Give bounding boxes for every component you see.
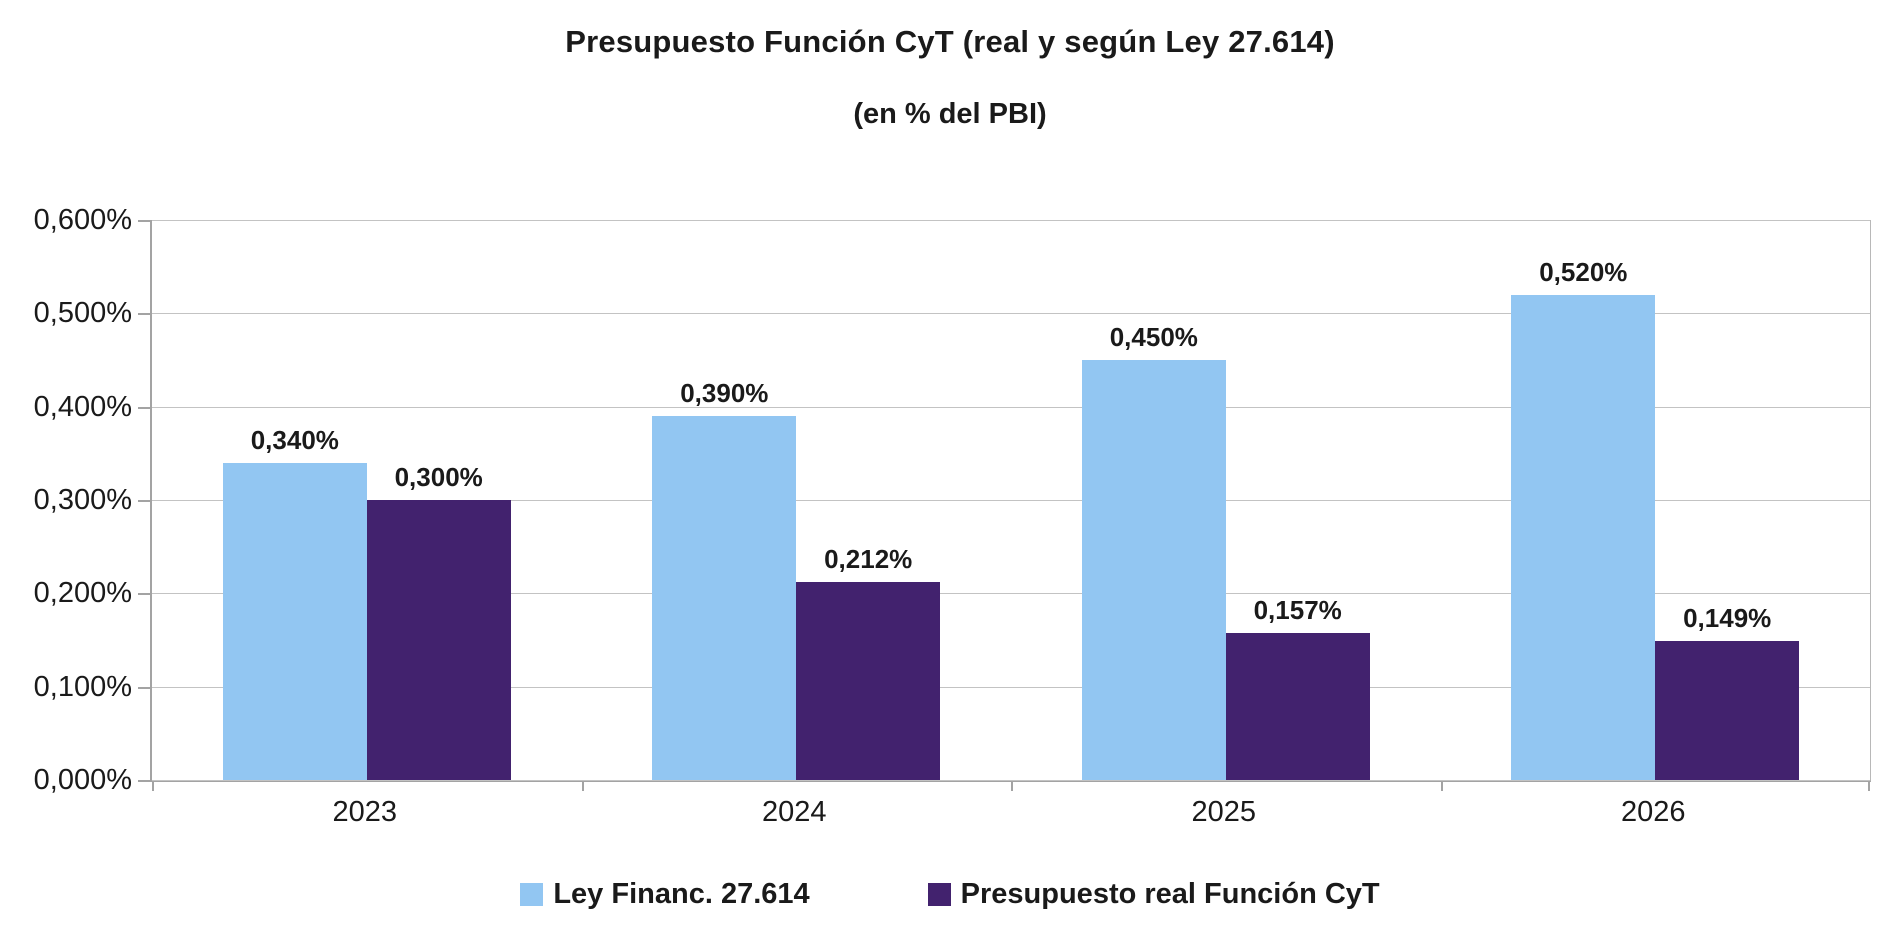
bar-group-2025: 0,450% 0,157% [1011,220,1441,780]
x-axis-tick [152,782,154,791]
bar-group-2026: 0,520% 0,149% [1441,220,1871,780]
bar-value-label: 0,520% [1539,256,1628,287]
bar-value-label: 0,149% [1683,602,1772,633]
y-axis-tick [138,500,150,502]
y-axis-label: 0,000% [33,764,132,796]
x-axis-label-2025: 2025 [1191,796,1256,828]
bar-groups: 0,340% 0,300% 0,390% 0,212% 0,450% 0,157% 0,52… [152,220,1870,780]
bar-value-label: 0,300% [394,462,483,492]
bar-value-label: 0,340% [250,424,339,455]
gridline [152,593,1870,594]
x-axis-labels: 2023 2024 2025 2026 [150,796,1868,829]
bar-series1-2026: 0,520% [1511,257,1656,780]
y-axis-tick [138,780,150,782]
bar-series1-2023: 0,340% [222,425,367,780]
legend-item-series2: Presupuesto real Función CyT [927,878,1380,911]
bar-series2-2024: 0,212% [796,544,941,780]
bar-series2-2025: 0,157% [1225,595,1370,780]
bar-value-label: 0,157% [1253,595,1342,626]
y-axis-tick [138,687,150,689]
bar-value-label: 0,450% [1109,322,1198,352]
legend-label-series1: Ley Financ. 27.614 [553,878,810,910]
x-axis-tick [581,782,584,791]
legend-swatch-series1-icon [520,883,544,906]
bar-series2-2026: 0,149% [1655,603,1800,780]
legend-swatch-series2-icon [927,883,951,906]
x-axis-tick [1440,782,1443,791]
y-axis-label: 0,500% [33,297,132,329]
x-axis-label-2024: 2024 [761,796,827,828]
bar-value-label: 0,212% [824,544,913,575]
legend: Ley Financ. 27.614 Presupuesto real Func… [0,878,1900,911]
chart-title: Presupuesto Función CyT (real y según Le… [565,24,1335,59]
legend-label-series2: Presupuesto real Función CyT [960,878,1380,910]
x-axis-label-2023: 2023 [332,796,397,828]
y-axis-label: 0,600% [33,204,132,236]
x-axis-tick [1011,782,1013,791]
bar-group-2023: 0,340% 0,300% [152,220,582,780]
gridline [152,780,1870,781]
y-axis-tick [138,220,150,222]
y-axis-tick [138,313,150,315]
y-axis-label: 0,400% [33,391,132,423]
bar-group-2024: 0,390% 0,212% [582,220,1012,780]
gridline [152,313,1870,314]
y-axis-label: 0,200% [33,577,132,609]
bar-value-label: 0,390% [680,378,769,408]
y-axis-tick [138,593,150,595]
chart-subtitle: (en % del PBI) [853,98,1047,130]
y-axis-tick [138,407,150,409]
bar-series1-2025: 0,450% [1081,322,1226,780]
gridline [152,500,1870,501]
x-axis-label-2026: 2026 [1620,796,1686,828]
legend-item-series1: Ley Financ. 27.614 [520,878,810,911]
gridline [152,687,1870,688]
bar-series1-2024: 0,390% [652,378,797,780]
y-axis-label: 0,100% [33,671,132,703]
y-axis-label: 0,300% [33,484,132,516]
gridline [152,407,1870,408]
gridline [152,220,1870,221]
x-axis-tick [1868,782,1870,791]
bar-series2-2023: 0,300% [366,462,511,780]
plot-area: 0,340% 0,300% 0,390% 0,212% 0,450% 0,157% 0,52… [150,220,1871,791]
